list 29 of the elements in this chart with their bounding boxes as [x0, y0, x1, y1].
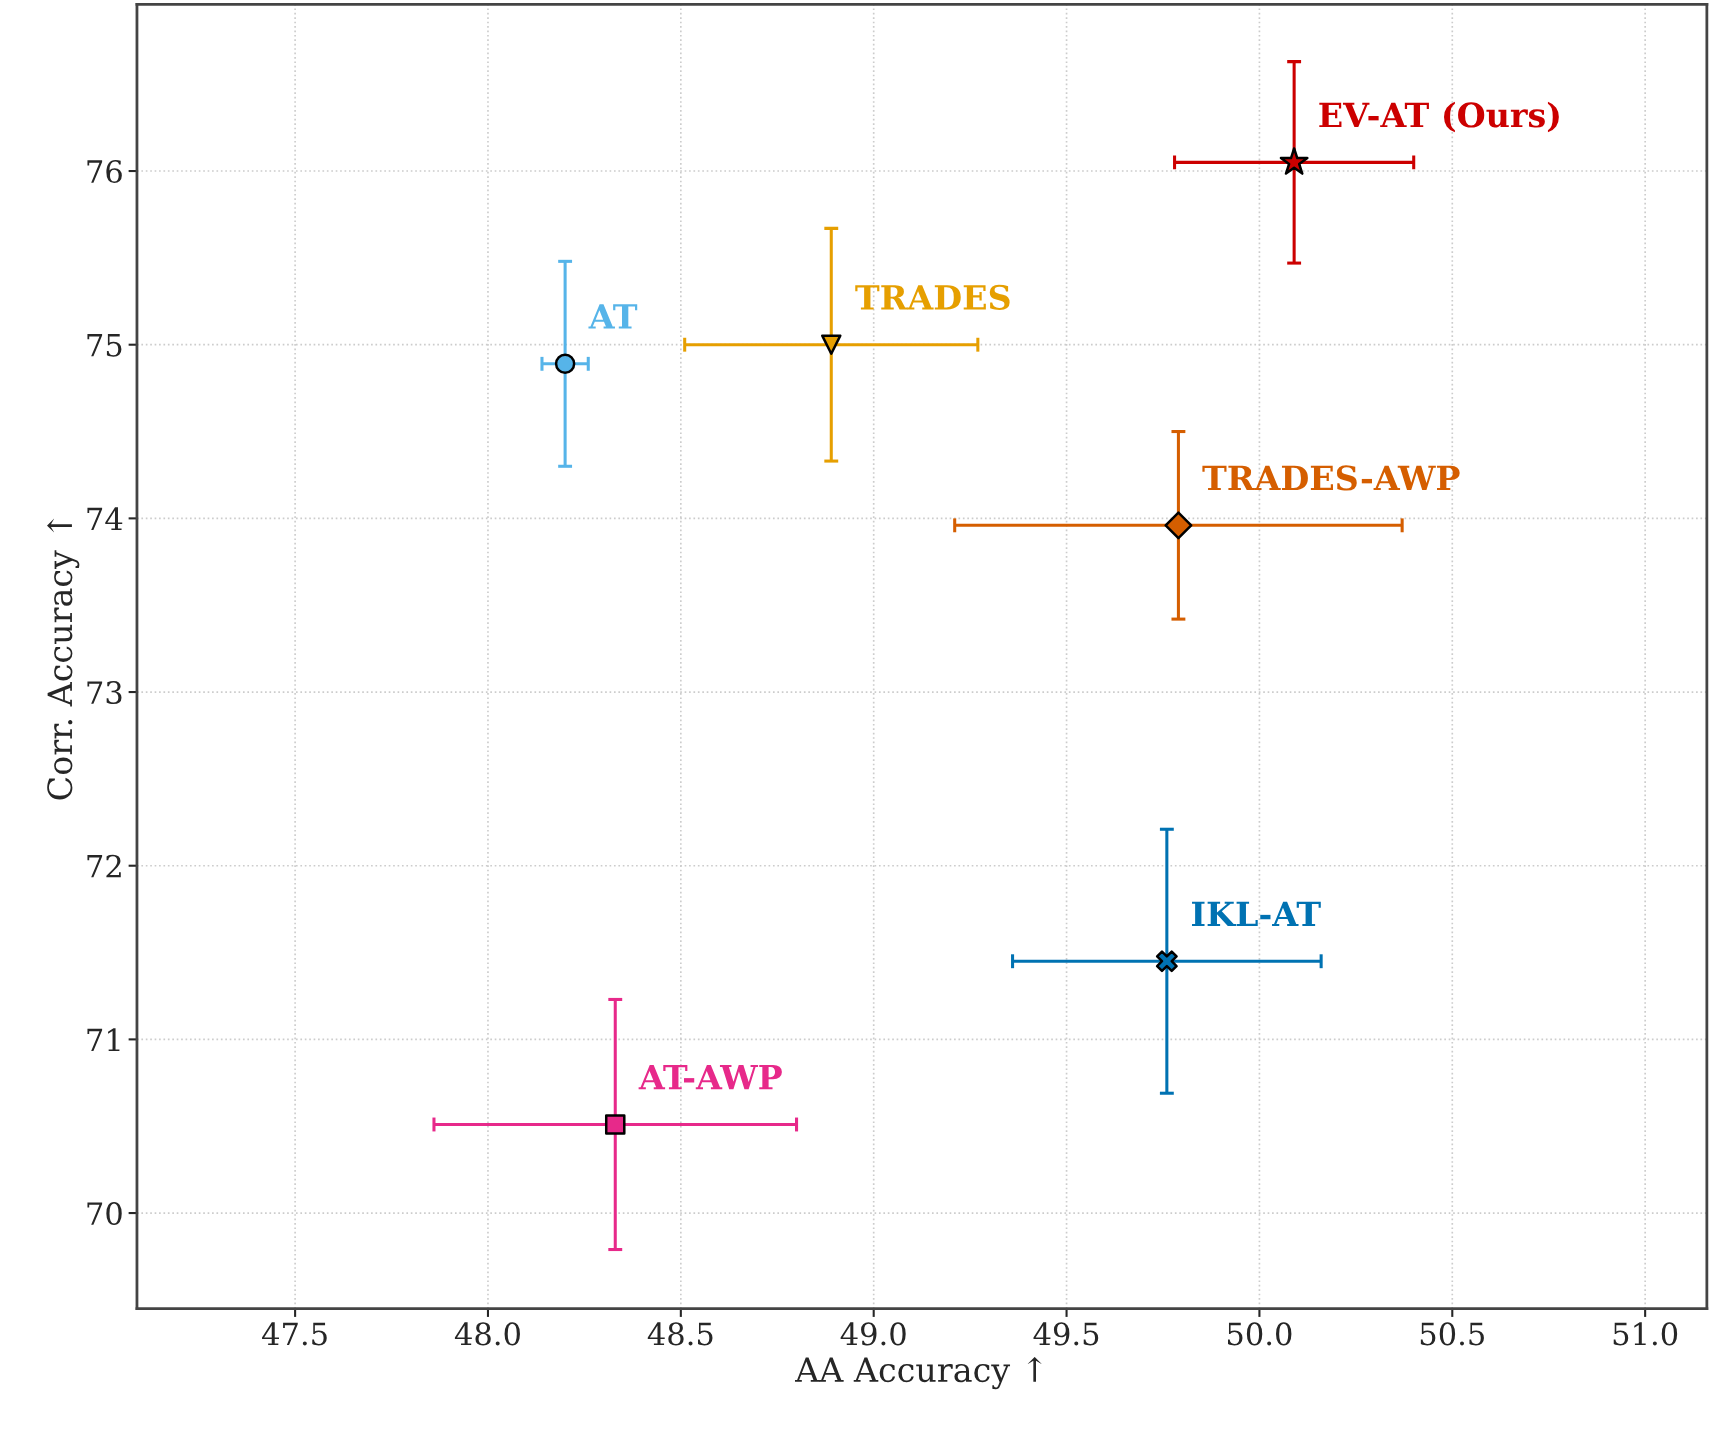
- series-label: TRADES-AWP: [1202, 465, 1460, 491]
- x-tick-label: 48.5: [647, 1322, 713, 1346]
- series-label: TRADES: [855, 284, 1010, 310]
- y-tick-label: 70: [87, 1201, 122, 1226]
- series-label: AT: [588, 304, 638, 329]
- series-label: AT-AWP: [638, 1064, 782, 1090]
- y-tick-label: 72: [87, 854, 121, 878]
- y-tick-label: 71: [87, 1028, 120, 1051]
- y-axis-title: Corr. Accuracy ↑: [47, 518, 80, 800]
- x-tick-label: 47.5: [262, 1322, 327, 1346]
- point: [820, 334, 842, 355]
- series-label: IKL-AT: [1192, 901, 1321, 926]
- x-tick-label: 49.5: [1033, 1322, 1099, 1346]
- point: [554, 353, 576, 375]
- y-tick-label: 76: [87, 159, 122, 184]
- point: [1155, 950, 1178, 973]
- point: [604, 1114, 626, 1135]
- x-tick-label: 50.5: [1420, 1322, 1484, 1346]
- y-tick-label: 73: [87, 680, 122, 705]
- series-label: EV-AT (Ours): [1319, 101, 1559, 133]
- x-tick-label: 48.0: [454, 1322, 520, 1346]
- point: [1279, 147, 1309, 175]
- y-tick-label: 75: [87, 334, 122, 357]
- x-tick-label: 51.0: [1613, 1322, 1678, 1346]
- x-tick-label: 49.0: [840, 1322, 906, 1346]
- x-axis-title: AA Accuracy ↑: [794, 1356, 1042, 1390]
- point: [1164, 511, 1193, 540]
- y-tick-label: 74: [87, 507, 123, 530]
- x-tick-label: 50.0: [1228, 1322, 1292, 1346]
